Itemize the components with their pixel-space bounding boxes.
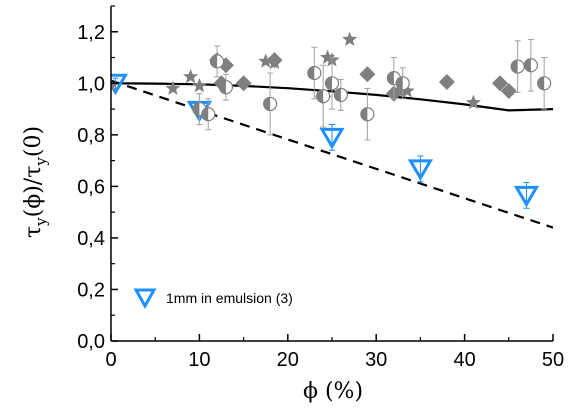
series-1-point-3: [235, 75, 252, 92]
plot-clip-group: [111, 31, 553, 229]
legend: 1mm in emulsion (3): [133, 288, 293, 310]
x-tick-label-1: 10: [188, 349, 210, 371]
series-1-point-2: [217, 57, 234, 74]
series-3-point-14-fill: [537, 76, 545, 90]
y-tick-label-5: 1,0: [77, 73, 105, 95]
series-3-point-8: [333, 87, 348, 103]
series-3-point-5: [307, 65, 322, 81]
series-0-point-2: [319, 127, 345, 150]
series-3-point-1-fill: [201, 107, 209, 121]
series-3-point-3: [218, 80, 234, 95]
series-3-point-1: [201, 107, 216, 122]
series-1-point-6: [359, 66, 376, 83]
series-3-point-0-fill: [192, 102, 200, 116]
series-2-point-1: [165, 80, 181, 95]
series-3-point-4: [263, 96, 278, 112]
series-3-point-7: [324, 76, 340, 91]
y-axis-label: τy(ϕ)/τy(0): [21, 126, 50, 238]
series-2-point-8: [342, 31, 358, 46]
plot-area: [111, 31, 553, 229]
series-3-point-3-fill: [219, 80, 226, 94]
x-tick-label-4: 40: [453, 349, 475, 371]
series-0-point-4: [513, 185, 540, 208]
fit-curve-dashed: [111, 79, 553, 229]
series-3-point-12: [510, 59, 525, 74]
series-1-point-9: [438, 74, 455, 91]
series-3-point-6-fill: [316, 89, 324, 103]
series-3-point-6: [316, 89, 331, 104]
series-1-point-10: [491, 75, 508, 92]
series-3-point-5-fill: [307, 66, 315, 80]
y-tick-label-1: 0,2: [77, 279, 105, 301]
legend-label: 1mm in emulsion (3): [166, 290, 293, 306]
series-3-point-2: [209, 54, 225, 69]
series-3-point-10-fill: [387, 71, 394, 85]
y-label-mid: (ϕ)/τ: [21, 166, 46, 218]
series-2-point-2: [183, 68, 199, 84]
y-tick-label-0: 0,0: [77, 331, 105, 353]
series-3-point-9-fill: [360, 107, 368, 121]
series-3-point-13: [523, 58, 539, 73]
series-3-point-2-fill: [210, 54, 218, 68]
series-3-point-11-fill: [396, 76, 403, 90]
y-label-tau: τ: [21, 226, 46, 238]
y-tick-label-4: 0,8: [77, 125, 105, 147]
series-3-point-9: [360, 107, 375, 122]
series-2-point-6: [320, 49, 336, 64]
series-2-point-3: [191, 77, 207, 93]
series-2-point-9: [399, 83, 415, 98]
x-tick-label-2: 20: [277, 349, 299, 371]
x-axis-label: ϕ (%): [303, 379, 363, 404]
y-tick-label-2: 0,4: [77, 228, 105, 250]
y-tick-label-6: 1,2: [77, 22, 105, 44]
series-2-point-5: [266, 54, 283, 70]
x-tick-label-0: 0: [105, 349, 116, 371]
series-0-point-0: [111, 73, 129, 96]
series-3-point-12-fill: [511, 60, 518, 74]
y-label-sub-2: y: [32, 157, 50, 167]
series-2-point-0: [111, 77, 119, 93]
series-0-point-3: [407, 159, 434, 181]
series-1-point-11: [500, 83, 517, 100]
legend-marker: [133, 288, 157, 310]
y-tick-label-3: 0,6: [77, 176, 105, 198]
series-2-point-10: [465, 94, 481, 110]
series-3-point-14: [537, 76, 552, 91]
axes: 0 10 20 30 40 50 0,0 0,2 0,4 0,6 0,8 1,0 1,2: [77, 5, 564, 371]
y-label-end: (0): [21, 126, 46, 157]
x-tick-label-5: 50: [542, 349, 564, 371]
series-3-point-13-fill: [524, 58, 531, 72]
series-2-point-4: [258, 53, 274, 68]
series-3-point-7-fill: [325, 76, 332, 90]
series-3-point-11: [395, 76, 410, 91]
x-tick-label-3: 30: [365, 349, 387, 371]
series-3-point-4-fill: [263, 97, 271, 111]
series-3-point-8-fill: [334, 88, 341, 102]
y-label-sub-1: y: [32, 217, 50, 227]
